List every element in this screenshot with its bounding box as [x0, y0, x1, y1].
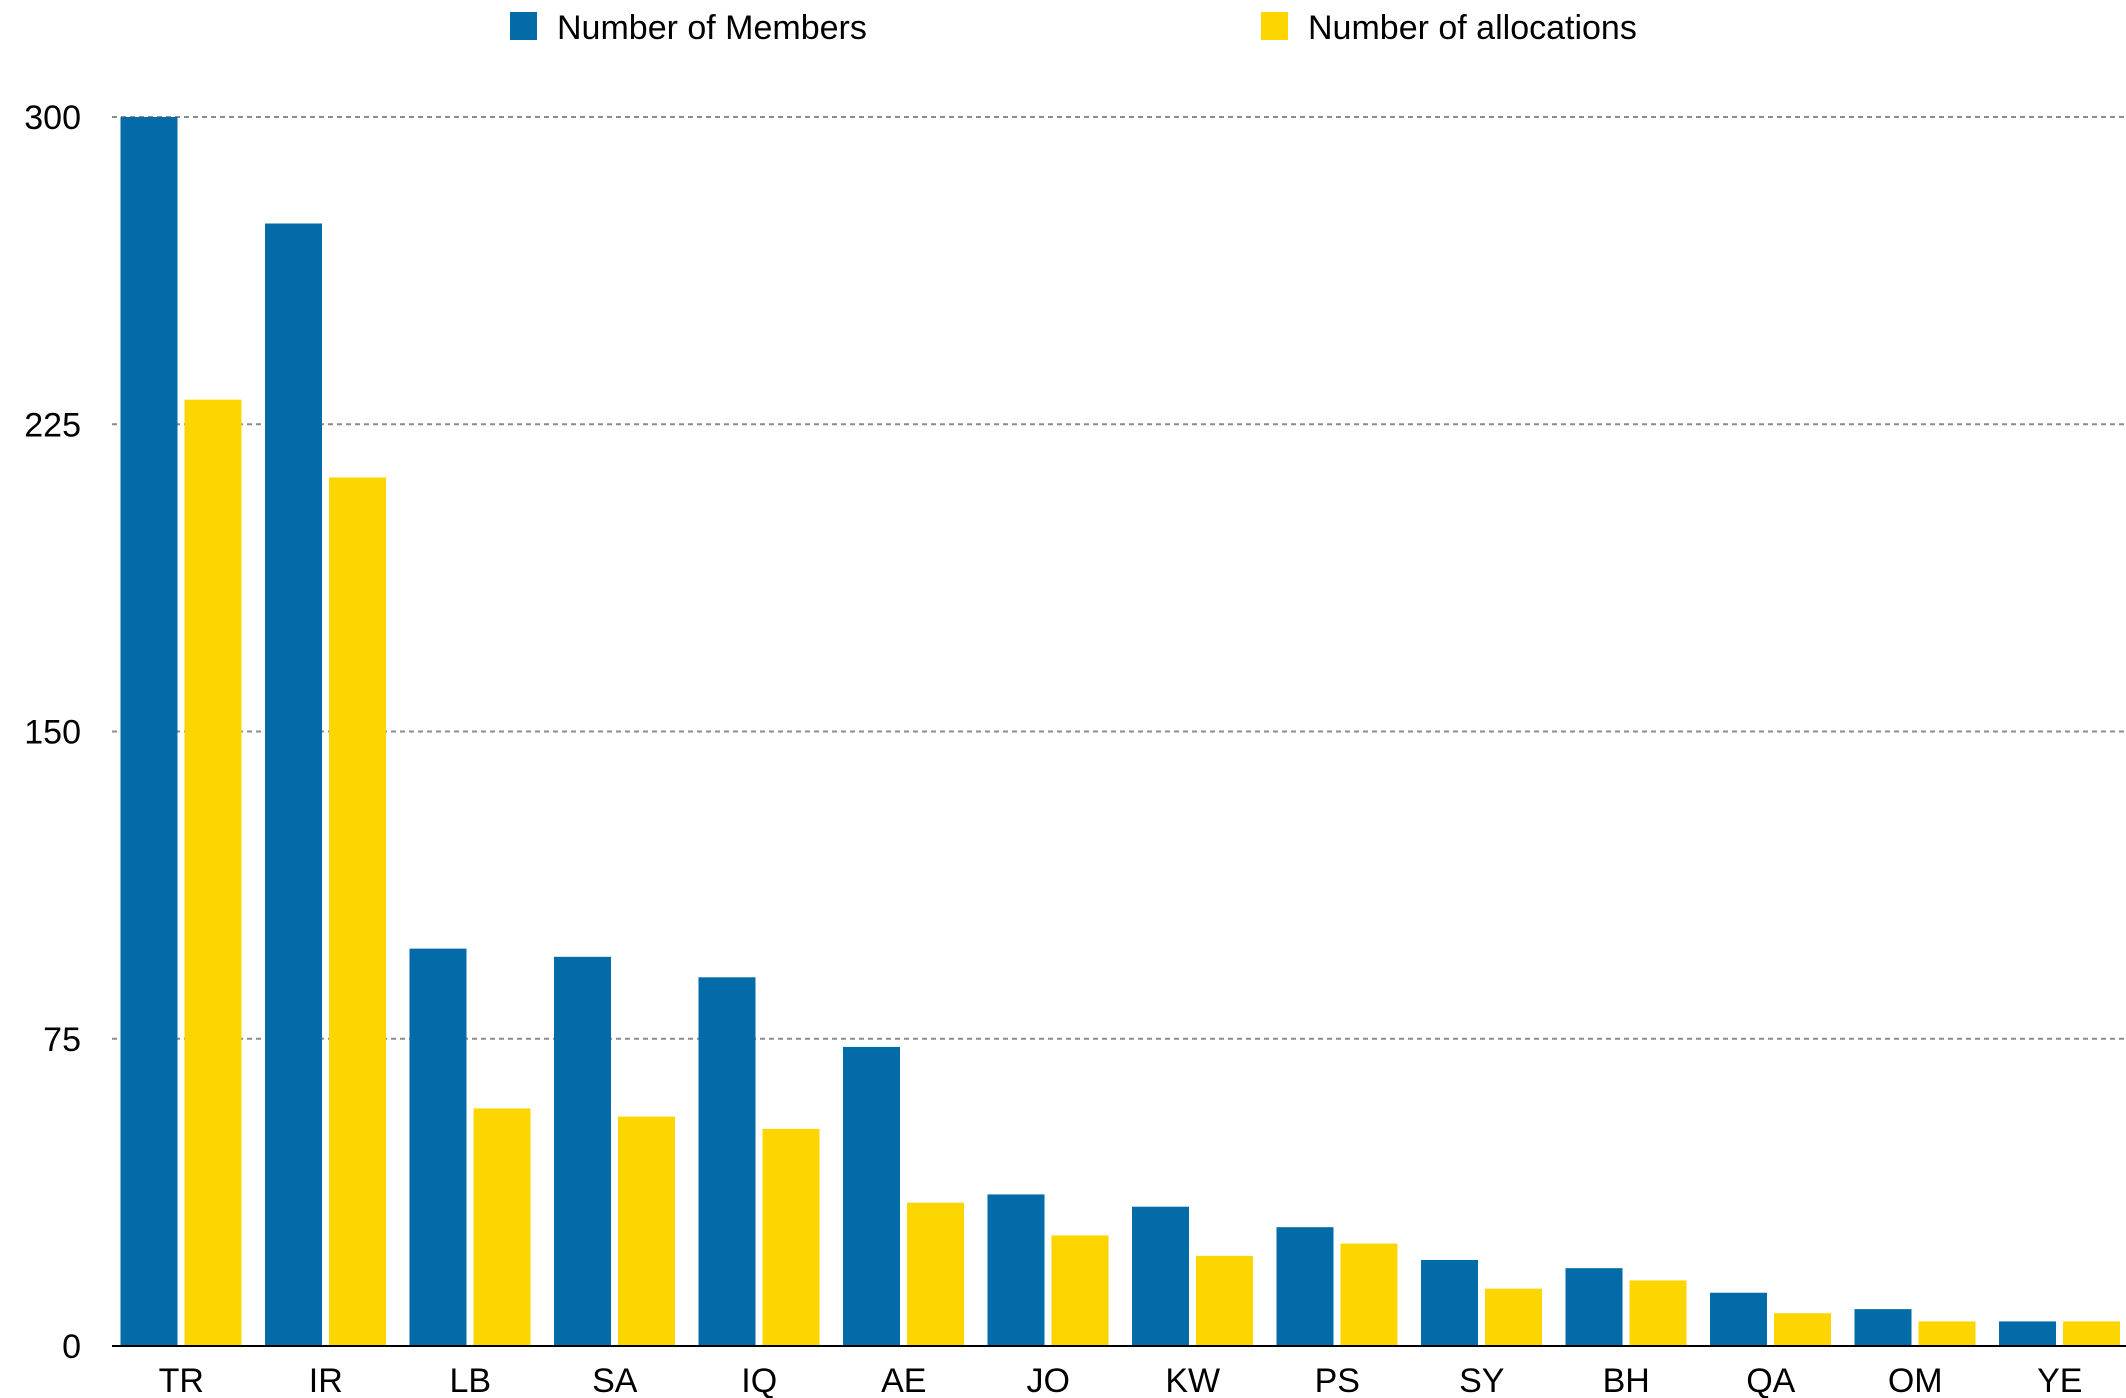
bar-number-of-members-iq: [698, 977, 756, 1346]
bar-number-of-allocations-tr: [184, 399, 242, 1346]
bar-number-of-allocations-lb: [473, 1108, 531, 1346]
bar-number-of-members-ye: [1999, 1321, 2056, 1346]
bar-number-of-members-ir: [265, 223, 322, 1347]
bar-number-of-allocations-om: [1918, 1321, 1976, 1346]
bar-number-of-members-lb: [409, 948, 467, 1346]
bar-number-of-members-sy: [1421, 1259, 1478, 1346]
bar-number-of-members-tr: [120, 117, 178, 1346]
legend-item-number-of-members: Number of Members: [510, 9, 867, 47]
x-tick-label-tr: TR: [159, 1362, 204, 1398]
y-tick-label-300: 300: [24, 99, 81, 137]
bar-number-of-allocations-ps: [1340, 1243, 1398, 1346]
x-tick-label-ae: AE: [881, 1362, 926, 1398]
y-tick-label-225: 225: [24, 406, 81, 444]
legend-label-number-of-allocations: Number of allocations: [1308, 9, 1637, 47]
bar-number-of-members-qa: [1710, 1292, 1767, 1346]
bar-number-of-allocations-ye: [2063, 1321, 2120, 1346]
bar-number-of-allocations-qa: [1774, 1313, 1831, 1346]
bars: [120, 117, 2120, 1347]
x-tick-label-bh: BH: [1603, 1362, 1650, 1398]
gridlines: [112, 116, 2126, 1040]
bar-number-of-members-bh: [1565, 1268, 1623, 1346]
bar-number-of-allocations-bh: [1629, 1280, 1687, 1346]
x-tick-label-kw: KW: [1165, 1362, 1220, 1398]
y-tick-label-75: 75: [43, 1021, 81, 1059]
bar-number-of-members-ae: [843, 1046, 900, 1346]
bar-number-of-allocations-iq: [762, 1128, 820, 1346]
x-tick-label-sa: SA: [592, 1362, 638, 1398]
x-tick-label-ir: IR: [309, 1362, 343, 1398]
x-tick-label-ye: YE: [2037, 1362, 2082, 1398]
x-tick-label-jo: JO: [1027, 1362, 1070, 1398]
x-tick-label-qa: QA: [1746, 1362, 1795, 1398]
x-axis: TR IR LB SA IQ AE JO KW PS SY BH QA OM YE: [112, 1345, 2126, 1398]
bar-number-of-allocations-kw: [1196, 1255, 1253, 1346]
x-tick-label-om: OM: [1888, 1362, 1943, 1398]
legend-swatch-number-of-allocations: [1261, 12, 1288, 40]
series-number-of-members: [120, 117, 2056, 1347]
bar-number-of-allocations-jo: [1051, 1235, 1109, 1346]
x-tick-label-lb: LB: [449, 1362, 491, 1398]
bar-number-of-members-jo: [987, 1194, 1045, 1346]
series-number-of-allocations: [184, 399, 2120, 1346]
y-tick-label-150: 150: [24, 714, 81, 752]
legend-swatch-number-of-members: [510, 12, 537, 40]
bar-number-of-allocations-ae: [907, 1202, 964, 1346]
y-tick-label-0: 0: [62, 1328, 81, 1366]
legend-item-number-of-allocations: Number of allocations: [1261, 9, 1637, 47]
bar-number-of-allocations-sy: [1485, 1288, 1542, 1346]
x-tick-label-ps: PS: [1315, 1362, 1360, 1398]
bar-number-of-allocations-ir: [329, 477, 386, 1346]
x-tick-label-iq: IQ: [741, 1362, 777, 1398]
legend: Number of Members Number of allocations: [510, 9, 1637, 47]
bar-number-of-members-om: [1854, 1309, 1912, 1346]
x-tick-label-sy: SY: [1459, 1362, 1504, 1398]
bar-number-of-members-sa: [554, 956, 611, 1346]
legend-label-number-of-members: Number of Members: [557, 9, 867, 47]
bar-number-of-allocations-sa: [618, 1116, 675, 1346]
bar-number-of-members-kw: [1132, 1206, 1189, 1346]
y-axis: 0 75 150 225 300: [24, 99, 81, 1366]
bar-number-of-members-ps: [1276, 1227, 1334, 1346]
